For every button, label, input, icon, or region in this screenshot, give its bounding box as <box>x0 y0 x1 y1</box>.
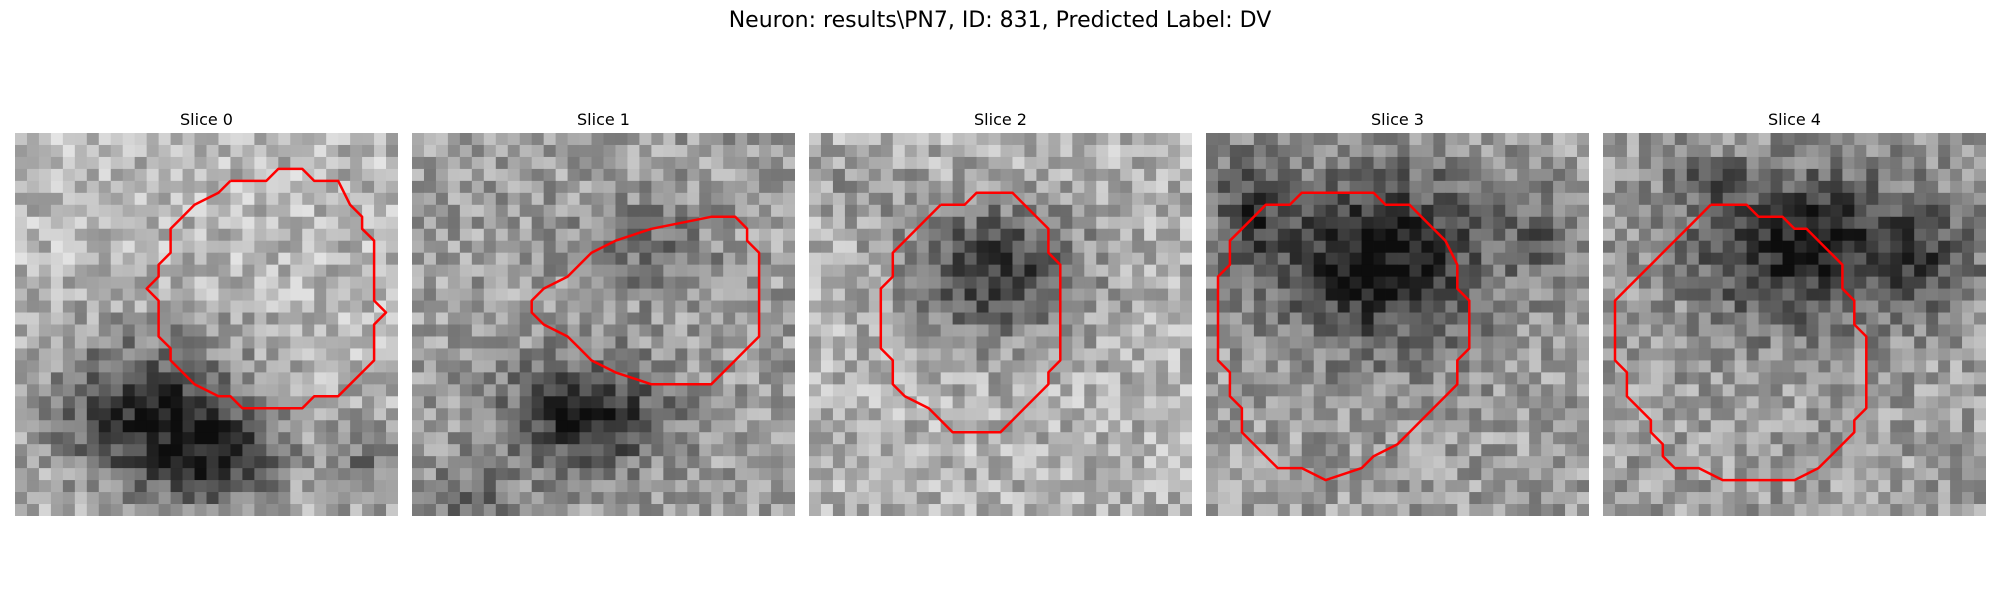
slice-0-image <box>15 133 398 516</box>
slice-4-contour <box>1613 203 1868 482</box>
slice-1-image <box>412 133 795 516</box>
slice-1-svg <box>412 133 795 516</box>
slice-4-svg <box>1603 133 1986 516</box>
panel-2: Slice 2 <box>809 110 1192 134</box>
slice-2-contour <box>879 191 1062 434</box>
slice-3-title: Slice 3 <box>1371 110 1424 129</box>
panel-3: Slice 3 <box>1206 110 1589 134</box>
slice-1-contour <box>530 215 761 386</box>
slice-2-image <box>809 133 1192 516</box>
slice-2-title: Slice 2 <box>974 110 1027 129</box>
slice-2-svg <box>809 133 1192 516</box>
slice-0-svg <box>15 133 398 516</box>
slice-2-pixels <box>809 133 1192 516</box>
slice-1-title: Slice 1 <box>577 110 630 129</box>
slice-3-pixels <box>1206 133 1589 516</box>
slice-4-image <box>1603 133 1986 516</box>
figure-title: Neuron: results\PN7, ID: 831, Predicted … <box>728 8 1272 33</box>
slice-3-contour <box>1216 191 1471 482</box>
slice-3-svg <box>1206 133 1589 516</box>
slice-1-pixels <box>412 133 795 516</box>
slice-0-contour <box>145 167 388 410</box>
panel-4: Slice 4 <box>1603 110 1986 134</box>
slice-4-pixels <box>1603 133 1986 516</box>
slice-0-pixels <box>15 133 398 516</box>
panel-1: Slice 1 <box>412 110 795 134</box>
slice-0-title: Slice 0 <box>180 110 233 129</box>
slice-4-title: Slice 4 <box>1768 110 1821 129</box>
panel-0: Slice 0 <box>15 110 398 134</box>
slice-3-image <box>1206 133 1589 516</box>
